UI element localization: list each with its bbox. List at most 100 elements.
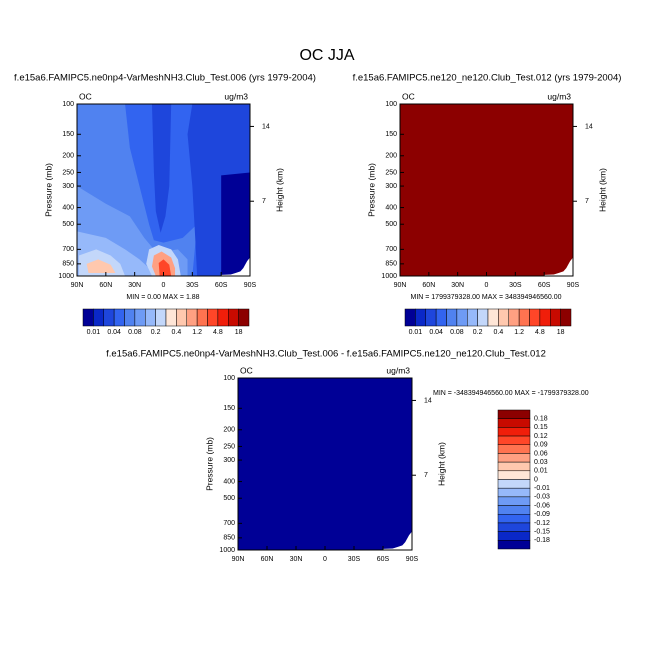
y-tick-label: 300 — [62, 183, 74, 190]
terrain — [383, 531, 412, 550]
colorbar-box — [238, 308, 250, 327]
x-tick-label: 60N — [261, 556, 274, 563]
colorbar-box — [529, 308, 541, 327]
colorbar-label: 0.01 — [409, 329, 423, 336]
y2-axis-label: Height (km) — [436, 442, 446, 486]
contour-region — [221, 172, 250, 276]
y-tick-label: 150 — [223, 405, 235, 412]
colorbar-box — [497, 487, 531, 498]
y-tick-label: 700 — [385, 246, 397, 253]
y-tick-label: 400 — [385, 204, 397, 211]
y2-axis-label: Height (km) — [597, 168, 607, 212]
left-label: OC — [240, 365, 253, 375]
colorbar-box — [207, 308, 219, 327]
colorbar-box — [497, 479, 531, 489]
colorbar-box — [497, 444, 531, 454]
y-tick-label: 200 — [385, 153, 397, 160]
y2-tick-label: 7 — [585, 198, 589, 205]
x-tick-label: 90N — [71, 282, 84, 289]
colorbar-box — [425, 308, 437, 327]
colorbar-label: 1.2 — [514, 329, 524, 336]
colorbar-label: 0.09 — [534, 442, 548, 449]
colorbar-box — [539, 308, 551, 327]
colorbar-label: 0.08 — [450, 329, 464, 336]
y-tick-label: 850 — [385, 261, 397, 268]
colorbar-box — [497, 540, 531, 550]
colorbar-box — [497, 461, 531, 472]
x-tick-label: 90S — [567, 282, 580, 289]
colorbar-box — [498, 308, 509, 327]
y-axis-label: Pressure (mb) — [43, 163, 53, 217]
right-label: ug/m3 — [224, 91, 248, 101]
colorbar-label: -0.06 — [534, 502, 550, 509]
y-tick-label: 150 — [385, 131, 397, 138]
colorbar-label: 0.01 — [87, 329, 101, 336]
colorbar-box — [497, 531, 531, 541]
y-tick-label: 400 — [223, 478, 235, 485]
y-tick-label: 250 — [385, 169, 397, 176]
colorbar-box — [518, 308, 530, 327]
x-tick-label: 0 — [162, 282, 166, 289]
colorbar-label: 0.2 — [151, 329, 161, 336]
colorbar-box — [497, 514, 531, 524]
x-tick-label: 90S — [244, 282, 257, 289]
colorbar-box — [508, 308, 520, 327]
y2-tick-label: 14 — [424, 397, 432, 404]
colorbar-label: 4.8 — [213, 329, 223, 336]
colorbar-label: 4.8 — [535, 329, 545, 336]
x-tick-label: 60S — [538, 282, 551, 289]
colorbar-box — [497, 427, 531, 437]
colorbar-box — [497, 496, 531, 506]
x-tick-label: 90N — [232, 556, 245, 563]
panel-title: f.e15a6.FAMIPC5.ne0np4-VarMeshNH3.Club_T… — [106, 349, 546, 360]
colorbar-label: 0.12 — [534, 433, 548, 440]
y-tick-label: 850 — [62, 261, 74, 268]
colorbar-box — [103, 308, 115, 327]
y-axis-label: Pressure (mb) — [366, 163, 376, 217]
y2-tick-label: 14 — [585, 123, 593, 130]
colorbar-box — [404, 308, 416, 327]
colorbar-box — [477, 308, 489, 327]
y2-tick-label: 7 — [262, 198, 266, 205]
field — [400, 104, 573, 276]
x-tick-label: 30S — [186, 282, 199, 289]
colorbar-label: -0.18 — [534, 537, 550, 544]
colorbar-box — [113, 308, 125, 327]
colorbar-label: 0.01 — [534, 468, 548, 475]
right-label: ug/m3 — [547, 91, 571, 101]
y2-tick-label: 7 — [424, 472, 428, 479]
y-tick-label: 300 — [385, 183, 397, 190]
colorbar-box — [456, 308, 468, 327]
colorbar-label: -0.09 — [534, 511, 550, 518]
y-tick-label: 300 — [223, 457, 235, 464]
y-tick-label: 200 — [62, 153, 74, 160]
x-tick-label: 60S — [215, 282, 228, 289]
colorbar-box — [497, 453, 531, 463]
colorbar-label: 0.04 — [429, 329, 443, 336]
y-tick-label: 100 — [223, 375, 235, 382]
colorbar-label: 0.4 — [494, 329, 504, 336]
y-tick-label: 400 — [62, 204, 74, 211]
x-tick-label: 90N — [394, 282, 407, 289]
min-max: MIN = 0.00 MAX = 1.88 — [126, 294, 199, 301]
panel-title: f.e15a6.FAMIPC5.ne120_ne120.Club_Test.01… — [353, 73, 622, 84]
terrain — [544, 257, 573, 276]
colorbar-box — [560, 308, 572, 327]
y-tick-label: 1000 — [219, 547, 235, 554]
colorbar-label: -0.01 — [534, 485, 550, 492]
colorbar-box — [196, 308, 208, 327]
x-tick-label: 0 — [485, 282, 489, 289]
colorbar-box — [497, 470, 531, 480]
x-tick-label: 0 — [323, 556, 327, 563]
right-label: ug/m3 — [386, 365, 410, 375]
colorbar-box — [550, 308, 561, 327]
y-tick-label: 500 — [385, 221, 397, 228]
colorbar-label: 0.08 — [128, 329, 142, 336]
colorbar-box — [134, 308, 146, 327]
colorbar-label: 18 — [235, 329, 243, 336]
y-tick-label: 850 — [223, 535, 235, 542]
colorbar-box — [497, 418, 531, 428]
y2-axis-label: Height (km) — [274, 168, 284, 212]
y-tick-label: 1000 — [381, 273, 397, 280]
